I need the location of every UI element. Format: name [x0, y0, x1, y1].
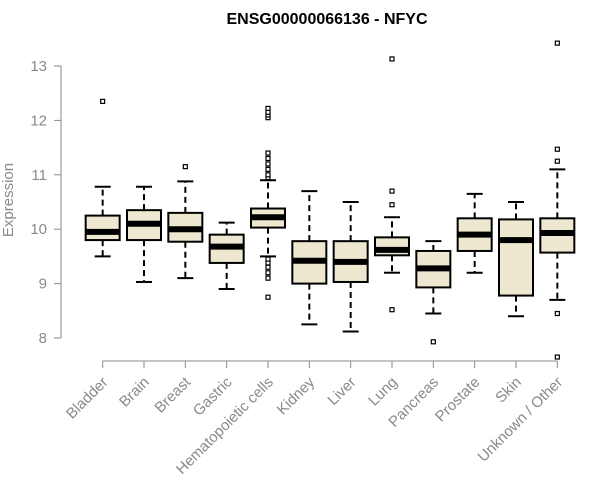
x-category-label: Brain [116, 374, 153, 411]
box-group [250, 105, 286, 300]
outlier-point [389, 56, 395, 62]
x-category-label: Liver [324, 374, 359, 409]
iqr-box [84, 214, 121, 242]
outlier-point [265, 150, 271, 156]
outlier-point [265, 161, 271, 167]
outlier-point [389, 188, 395, 194]
box-group [415, 240, 452, 345]
box-group [208, 221, 245, 291]
box-group [291, 190, 328, 326]
y-tick-label: 10 [30, 221, 47, 238]
x-category-label: Skin [492, 374, 525, 407]
outlier-point [265, 166, 271, 172]
box-group [84, 98, 121, 258]
box-group [126, 185, 162, 283]
y-tick-label: 9 [39, 276, 47, 293]
outlier-point [265, 264, 271, 270]
box-group [332, 201, 369, 333]
outlier-point [554, 310, 560, 317]
outlier-point [265, 155, 271, 162]
box-group [539, 40, 576, 360]
outlier-point [554, 146, 560, 152]
y-tick-label: 11 [31, 167, 47, 184]
boxes [84, 40, 576, 360]
x-category-label: Bladder [63, 374, 112, 423]
box-group [498, 201, 534, 318]
x-category-label: Lung [365, 374, 401, 410]
x-category-label: Breast [151, 373, 194, 416]
outlier-point [265, 172, 271, 178]
box-group [456, 192, 493, 274]
y-axis-label: Expression [0, 163, 17, 237]
outlier-point [554, 354, 560, 360]
outlier-point [265, 105, 271, 112]
outlier-point [265, 256, 271, 262]
y-tick-label: 8 [39, 330, 47, 347]
outlier-point [389, 307, 395, 313]
x-category-label: Prostate [432, 374, 484, 426]
box-group [374, 56, 410, 313]
x-category-label: Kidney [274, 373, 319, 418]
outlier-point [430, 339, 436, 345]
outlier-point [265, 270, 271, 276]
outlier-point [182, 164, 188, 170]
axes: 8 9 10 11 12 13 [30, 58, 558, 368]
outlier-point [554, 40, 560, 46]
iqr-box [498, 218, 534, 297]
chart-title: ENSG00000066136 - NFYC [227, 11, 428, 28]
y-tick-label: 12 [30, 112, 47, 129]
outlier-point [389, 202, 395, 208]
box-group [167, 164, 204, 280]
y-tick-label: 13 [30, 58, 47, 75]
outlier-point [265, 294, 271, 300]
outlier-point [265, 275, 271, 281]
outlier-point [100, 98, 106, 104]
outlier-point [554, 158, 560, 164]
